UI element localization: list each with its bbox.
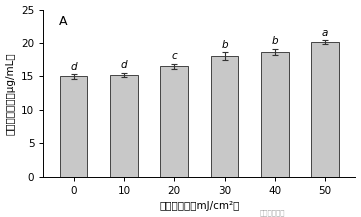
Bar [60,76,87,177]
Bar [211,56,238,177]
Text: d: d [121,61,127,71]
Text: c: c [171,51,177,61]
Bar [261,52,289,177]
Bar [160,66,188,177]
Bar [312,42,339,177]
Text: a: a [322,28,329,38]
Text: d: d [70,62,77,72]
Text: b: b [221,40,228,50]
Text: b: b [271,36,278,46]
Text: 食品科学杂志: 食品科学杂志 [260,210,286,216]
Text: A: A [59,15,68,28]
Y-axis label: 核酸泄漏量／（μg/mL）: 核酸泄漏量／（μg/mL） [5,52,16,135]
Bar [110,75,138,177]
X-axis label: 照射剂量／（mJ/cm²）: 照射剂量／（mJ/cm²） [159,201,240,211]
